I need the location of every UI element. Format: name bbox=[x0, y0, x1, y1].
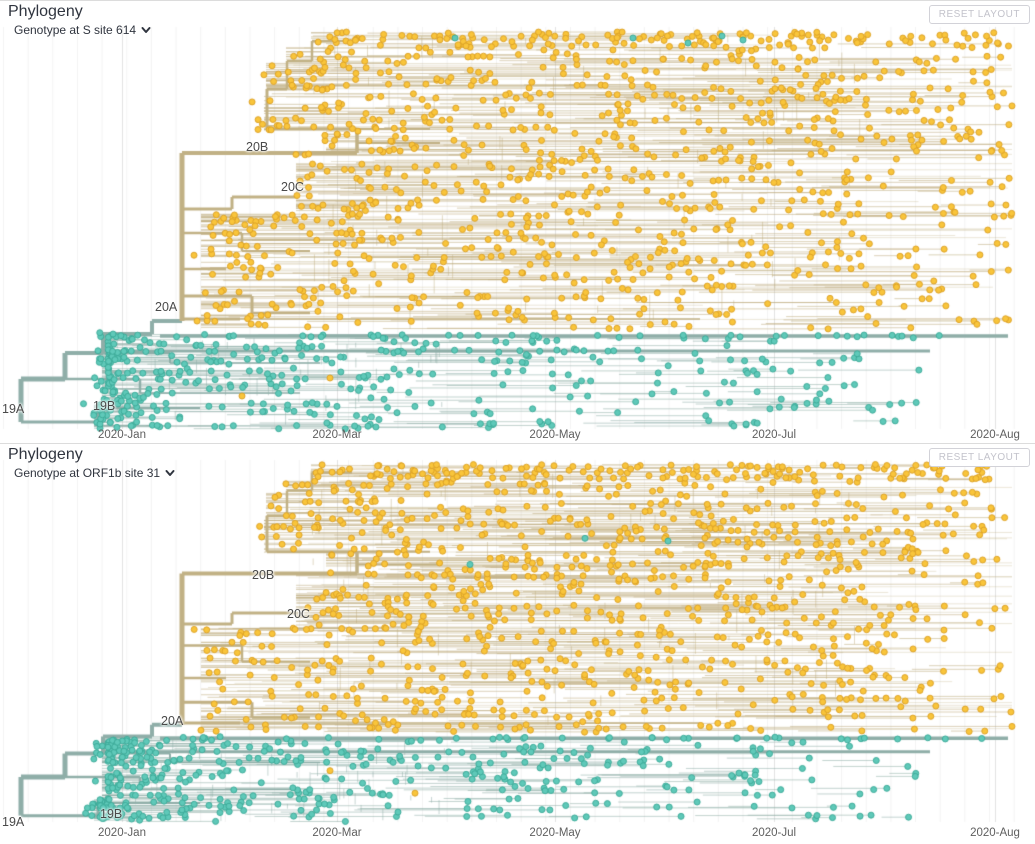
color-by-dropdown[interactable]: Genotype at ORF1b site 31 bbox=[14, 466, 175, 480]
clade-label-20B[interactable]: 20B bbox=[252, 568, 275, 582]
reset-layout-button[interactable]: RESET LAYOUT bbox=[928, 448, 1030, 467]
panel-header: Phylogeny Genotype at ORF1b site 31 bbox=[8, 446, 175, 480]
chevron-down-icon bbox=[141, 27, 151, 33]
color-by-dropdown[interactable]: Genotype at S site 614 bbox=[14, 23, 151, 37]
panel-title: Phylogeny bbox=[8, 446, 83, 463]
color-by-label: Genotype at S site 614 bbox=[14, 23, 137, 37]
clade-label-20C[interactable]: 20C bbox=[281, 180, 304, 194]
clade-label-20A[interactable]: 20A bbox=[155, 300, 178, 314]
axis-tick-label: 2020-May bbox=[529, 827, 581, 839]
axis-tick-label: 2020-Jan bbox=[98, 429, 146, 441]
phylogeny-panel-bottom: Phylogeny Genotype at ORF1b site 31 RESE… bbox=[0, 443, 1035, 844]
axis-tick-label: 2020-Mar bbox=[312, 429, 362, 441]
phylogeny-panel-top: Phylogeny Genotype at S site 614 RESET L… bbox=[0, 0, 1035, 443]
clade-label-19B[interactable]: 19B bbox=[93, 399, 116, 413]
clade-label-19A[interactable]: 19A bbox=[2, 815, 25, 829]
panel-header: Phylogeny Genotype at S site 614 bbox=[8, 3, 151, 37]
panel-title: Phylogeny bbox=[8, 3, 83, 20]
axis-tick-label: 2020-Mar bbox=[312, 827, 362, 839]
phylogeny-tree-canvas[interactable] bbox=[0, 444, 1035, 844]
phylogeny-tree-canvas[interactable] bbox=[0, 1, 1035, 443]
axis-tick-label: 2020-Jan bbox=[98, 827, 146, 839]
color-by-label: Genotype at ORF1b site 31 bbox=[14, 466, 161, 480]
axis-tick-label: 2020-Aug bbox=[970, 827, 1020, 839]
axis-tick-label: 2020-May bbox=[529, 429, 581, 441]
clade-label-19B[interactable]: 19B bbox=[100, 807, 123, 821]
clade-label-20C[interactable]: 20C bbox=[287, 607, 310, 621]
axis-tick-label: 2020-Jul bbox=[751, 429, 797, 441]
axis-tick-label: 2020-Jul bbox=[751, 827, 797, 839]
reset-layout-button[interactable]: RESET LAYOUT bbox=[928, 5, 1030, 24]
axis-tick-label: 2020-Aug bbox=[970, 429, 1020, 441]
clade-label-20B[interactable]: 20B bbox=[246, 140, 269, 154]
chevron-down-icon bbox=[165, 470, 175, 476]
clade-label-19A[interactable]: 19A bbox=[2, 402, 25, 416]
clade-label-20A[interactable]: 20A bbox=[161, 714, 184, 728]
